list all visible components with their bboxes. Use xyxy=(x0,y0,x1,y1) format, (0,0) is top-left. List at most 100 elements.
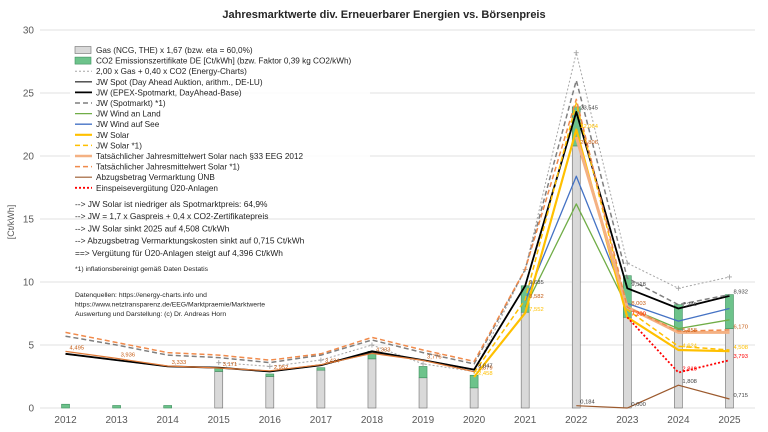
data-labels: 4,495 3,936 3,333 3,171 2,952 3,434 4,333 3,776… xyxy=(70,105,748,408)
bar-segment xyxy=(61,403,70,409)
x-tick-label: 2018 xyxy=(361,415,384,426)
data-label: 8,582 xyxy=(529,294,544,300)
series-line xyxy=(574,136,730,334)
note-line: --> Abzugsbetrag Vermarktungskosten sink… xyxy=(75,236,305,246)
bar-segment xyxy=(163,405,172,409)
x-tick-label: 2013 xyxy=(105,415,128,426)
bar-segment xyxy=(469,387,479,409)
y-tick-label: 5 xyxy=(28,341,34,352)
data-label: 9,685 xyxy=(529,280,544,286)
x-tick-label: 2025 xyxy=(718,415,741,426)
data-label: 7,946 xyxy=(682,302,697,308)
data-label: 2,879 xyxy=(478,366,493,372)
series-lines xyxy=(65,50,732,409)
x-tick-label: 2019 xyxy=(412,415,435,426)
x-tick-label: 2014 xyxy=(157,415,180,426)
y-tick-label: 30 xyxy=(23,26,35,37)
source-line: https://www.netztransparenz.de/EEG/Markt… xyxy=(75,302,265,309)
data-label: 3,776 xyxy=(427,354,442,360)
legend-entry: JW Wind auf See xyxy=(96,120,160,129)
bar-segment xyxy=(674,329,683,409)
data-label: 4,624 xyxy=(682,344,697,350)
x-tick-label: 2020 xyxy=(463,415,486,426)
series-line xyxy=(65,98,730,363)
bar-segment xyxy=(418,377,428,409)
bar-segment xyxy=(214,371,224,409)
x-tick-labels: 2012 2013 2014 2015 2016 2017 2018 2019 2020 2021… xyxy=(54,415,741,426)
x-tick-label: 2021 xyxy=(514,415,537,426)
y-axis-label: [Ct/kWh] xyxy=(6,205,16,240)
data-label: 20,806 xyxy=(580,140,598,146)
legend-entry: Gas (NCG, THE) x 1,67 (bzw. eta = 60,0%) xyxy=(96,46,253,55)
data-label: 8,932 xyxy=(733,289,748,295)
data-label: 2,816 xyxy=(682,367,697,373)
x-tick-label: 2017 xyxy=(310,415,333,426)
legend-entry: JW Wind an Land xyxy=(96,110,161,119)
series-marker xyxy=(573,50,579,56)
bar-segment xyxy=(674,304,683,331)
legend-entry: Tatsächlicher Jahresmittelwert Solar nac… xyxy=(96,152,304,161)
data-label: 7,200 xyxy=(631,311,646,317)
series-line xyxy=(626,316,730,374)
note-line: ==> Vergütung für Ü20-Anlagen steigt auf… xyxy=(75,248,283,258)
bar-segment xyxy=(265,373,275,377)
bar-segment xyxy=(316,369,326,409)
legend-entry: JW Solar *1) xyxy=(96,141,142,150)
data-label: 5,858 xyxy=(682,328,697,334)
series-line xyxy=(65,79,730,365)
y-tick-labels: 0 5 10 15 20 25 30 xyxy=(23,26,35,415)
legend-entry: JW Solar xyxy=(96,131,129,140)
legend-entry: Einspeisevergütung Ü20-Anlagen xyxy=(96,183,218,193)
source-line: Datenquellen: https://energy-charts.info… xyxy=(75,292,207,299)
legend: Gas (NCG, THE) x 1,67 (bzw. eta = 60,0%)… xyxy=(70,44,370,196)
bar-segment xyxy=(265,376,275,409)
legend-entry: JW (Spotmarkt) *1) xyxy=(96,99,166,108)
legend-swatch xyxy=(74,56,92,65)
footnote: *1) inflationsbereinigt gemäß Daten Dest… xyxy=(75,266,209,273)
y-tick-label: 15 xyxy=(23,215,35,226)
data-label: 9,518 xyxy=(631,282,646,288)
data-label: 7,552 xyxy=(529,307,544,313)
data-label: 0,715 xyxy=(733,393,748,399)
legend-entry: JW (EPEX-Spotmarkt, DayAhead-Base) xyxy=(96,88,242,97)
y-tick-label: 20 xyxy=(23,152,35,163)
series-line xyxy=(473,128,730,378)
series-marker xyxy=(726,274,732,280)
note-line: --> JW Solar sinkt 2025 auf 4,508 Ct/kWh xyxy=(75,223,230,233)
legend-swatch xyxy=(74,46,92,54)
data-label: 3,171 xyxy=(223,362,238,368)
x-tick-label: 2016 xyxy=(259,415,282,426)
bar-segment xyxy=(418,366,428,379)
x-tick-label: 2022 xyxy=(565,415,588,426)
data-label: 8,003 xyxy=(631,301,646,307)
x-tick-label: 2015 xyxy=(208,415,231,426)
series-marker xyxy=(267,363,273,369)
data-label: 0,184 xyxy=(580,400,595,406)
legend-entry: 2,00 x Gas + 0,40 x CO2 (Energy-Charts) xyxy=(96,67,247,76)
series-marker xyxy=(318,357,324,363)
legend-background xyxy=(70,44,370,196)
series-marker xyxy=(675,285,681,291)
data-label: 4,495 xyxy=(70,345,85,351)
data-label: 3,434 xyxy=(325,359,340,365)
bar-segment xyxy=(367,358,377,409)
bar-segment xyxy=(725,294,734,329)
data-label: 6,170 xyxy=(733,324,748,330)
note-line: --> JW Solar ist niedriger als Spotmarkt… xyxy=(75,199,268,209)
legend-entry: Tatsächlicher Jahresmittelwert Solar *1) xyxy=(96,163,240,172)
data-label: 3,793 xyxy=(733,354,748,360)
data-label: 4,508 xyxy=(733,345,748,351)
legend-entry: CO2 Emissionszertifikate DE [Ct/kWh] (bz… xyxy=(96,57,352,66)
annotation-notes: --> JW Solar ist niedriger als Spotmarkt… xyxy=(75,199,305,258)
source-line: Auswertung und Darstellung: (c) Dr. Andr… xyxy=(75,311,226,318)
x-tick-label: 2012 xyxy=(54,415,77,426)
series-line xyxy=(473,102,730,374)
bar-segment xyxy=(316,367,326,371)
bar-segment xyxy=(571,145,581,409)
data-label: 3,936 xyxy=(121,352,136,358)
bar-segment xyxy=(623,316,632,409)
bar-segment xyxy=(520,311,530,409)
data-label: 0,000 xyxy=(631,402,646,408)
bar-segment xyxy=(469,374,479,389)
bar-segment xyxy=(725,328,734,409)
